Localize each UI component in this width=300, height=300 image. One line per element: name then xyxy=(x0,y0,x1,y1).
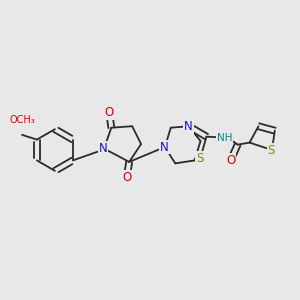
Text: S: S xyxy=(196,152,204,165)
Text: N: N xyxy=(160,140,169,154)
Text: N: N xyxy=(184,120,193,133)
Text: O: O xyxy=(104,106,114,119)
Text: NH: NH xyxy=(217,133,232,142)
Text: S: S xyxy=(268,144,275,158)
Text: O: O xyxy=(226,154,236,167)
Text: O: O xyxy=(122,171,131,184)
Text: N: N xyxy=(99,142,107,155)
Text: OCH₃: OCH₃ xyxy=(10,115,36,125)
